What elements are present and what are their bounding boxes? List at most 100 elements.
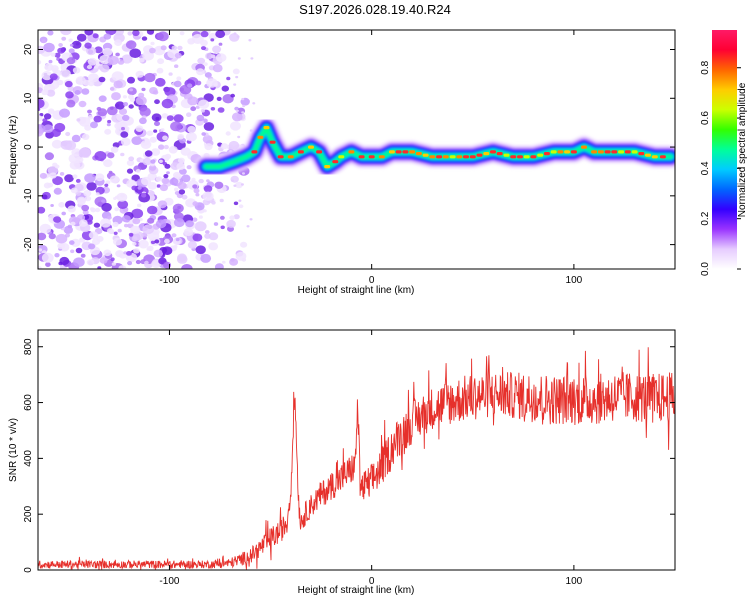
noise-blob [200,253,212,263]
noise-blob [93,222,101,228]
ridge-peak [263,126,270,130]
noise-blob [206,78,218,88]
ridge-peak [581,145,587,149]
noise-blob [104,128,112,135]
noise-blob [248,39,252,42]
ridge-peak [436,155,443,159]
noise-blob [72,67,81,74]
noise-blob [203,185,213,193]
noise-blob [57,242,66,250]
noise-blob [113,231,118,235]
noise-blob [219,198,224,203]
noise-blob [99,257,108,264]
ridge-peak [324,165,331,169]
noise-blob [56,79,64,86]
ridge-peak [550,150,557,154]
noise-blob [155,46,162,52]
noise-blob [38,128,44,137]
noise-blob [61,36,67,41]
noise-blob [171,45,178,51]
noise-blob [233,83,237,86]
noise-blob [233,184,237,187]
noise-blob [154,121,160,127]
noise-blob [130,225,141,234]
noise-blob [155,176,163,182]
noise-blob [78,100,87,108]
noise-blob [208,32,218,41]
noise-blob [110,146,119,153]
noise-blob [230,121,241,131]
noise-blob [54,164,60,169]
ridge-peak [651,155,658,159]
noise-blob [214,181,224,189]
ridge-peak [570,150,577,154]
noise-blob [135,96,147,106]
noise-blob [129,48,141,58]
noise-blob [195,80,202,86]
noise-blob [94,46,103,54]
noise-blob [59,108,70,118]
snr-y-tick-label: 0 [23,567,34,573]
noise-blob [187,125,196,134]
spectrogram-y-axis-label: Frequency (Hz) [8,116,19,185]
noise-blob [86,259,95,266]
ridge-peak [463,155,469,159]
noise-blob [161,177,170,185]
noise-blob [187,96,199,106]
ridge-peak [409,150,416,154]
noise-blob [147,205,158,215]
snr-y-ticks: 0 200 400 600 800 [23,338,675,573]
noise-blob [132,30,140,37]
noise-blob [166,115,174,121]
noise-blob [177,157,185,164]
noise-blob [174,187,179,192]
noise-blob [76,214,86,222]
noise-blob [38,266,42,269]
noise-blob [187,38,195,45]
noise-blob [203,93,214,102]
noise-blob [87,115,94,120]
noise-blob [231,112,243,122]
ridge-peak [388,150,395,154]
ridge-peak [523,155,530,159]
noise-blob [242,172,245,175]
noise-blob [124,223,129,228]
ridge-peak [483,152,490,156]
noise-blob [161,98,174,109]
ridge-peak [316,150,323,154]
noise-blob [229,33,240,42]
noise-blob [41,71,53,81]
noise-blob [135,125,144,132]
ridge-peak [597,150,604,154]
ridge-peak [591,150,598,154]
ridge-peak [496,152,503,156]
chart-title: S197.2026.028.19.40.R24 [299,2,451,17]
noise-blob [103,249,112,257]
noise-blob [109,87,115,91]
noise-blob [128,232,134,237]
noise-blob [205,230,210,234]
ridge-peak [537,153,544,157]
noise-blob [82,209,89,215]
noise-blob [98,95,107,102]
noise-blob [132,217,141,225]
noise-blob [173,80,182,88]
noise-blob [173,114,184,123]
ridge-peak [402,150,409,154]
noise-blob [164,163,171,169]
noise-blob [218,42,223,46]
snr-panel: -100 0 100 0 200 400 600 800 Height of straigh… [8,329,676,596]
noise-blob [92,33,99,39]
noise-blob [183,228,194,237]
noise-blob [235,75,239,79]
noise-blob [58,261,63,266]
noise-blob [144,150,153,157]
noise-blob [233,201,239,206]
noise-blob [126,251,132,256]
noise-blob [204,143,213,151]
noise-blob [47,182,54,188]
ridge-peak [338,155,345,159]
noise-blob [150,148,161,156]
noise-blob [87,73,99,83]
